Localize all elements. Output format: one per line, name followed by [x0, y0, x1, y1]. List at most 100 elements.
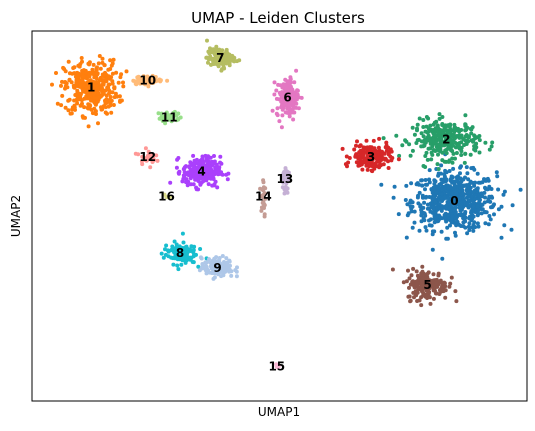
data-point: [458, 207, 463, 212]
data-point: [443, 295, 448, 300]
data-point: [282, 190, 287, 195]
data-point: [289, 97, 294, 102]
data-point: [99, 107, 104, 112]
cluster-1-points: [50, 54, 129, 129]
cluster-12-points: [133, 146, 160, 170]
data-point: [197, 173, 202, 178]
data-point: [72, 65, 77, 70]
data-point: [163, 252, 168, 257]
data-point: [444, 177, 449, 182]
data-point: [176, 156, 181, 160]
data-point: [263, 196, 268, 201]
data-point: [416, 193, 420, 198]
data-point: [476, 224, 481, 229]
data-point: [212, 275, 217, 280]
data-point: [462, 160, 467, 165]
data-point: [435, 126, 440, 130]
data-point: [354, 143, 358, 148]
data-point: [451, 151, 456, 156]
data-point: [174, 165, 179, 170]
data-point: [282, 91, 287, 96]
data-point: [431, 283, 436, 288]
data-point: [163, 247, 167, 252]
data-point: [190, 260, 195, 264]
data-point: [274, 111, 279, 116]
data-point: [219, 55, 224, 60]
data-point: [285, 169, 290, 174]
data-point: [406, 268, 410, 273]
data-point: [96, 61, 101, 66]
data-point: [82, 105, 87, 110]
data-point: [145, 153, 150, 158]
data-point: [436, 167, 441, 171]
data-point: [200, 154, 205, 159]
cluster-label-13: 13: [277, 172, 294, 186]
data-point: [275, 365, 279, 370]
data-point: [459, 128, 464, 132]
data-point: [100, 86, 104, 91]
data-point: [465, 202, 470, 207]
data-point: [206, 166, 211, 171]
data-point: [101, 81, 106, 86]
data-point: [171, 262, 176, 267]
data-point: [502, 223, 507, 228]
data-point: [422, 143, 427, 148]
data-point: [356, 163, 361, 168]
data-point: [89, 107, 94, 112]
data-point: [420, 193, 425, 198]
data-point: [295, 88, 300, 93]
cluster-label-1: 1: [87, 81, 95, 95]
data-point: [286, 177, 291, 182]
data-point: [430, 278, 435, 283]
data-point: [449, 148, 454, 152]
data-point: [425, 277, 430, 282]
data-point: [388, 147, 393, 152]
data-point: [212, 159, 217, 164]
data-point: [509, 227, 514, 232]
data-point: [419, 278, 424, 283]
data-point: [443, 168, 448, 173]
data-point: [419, 139, 424, 144]
data-point: [107, 76, 112, 81]
data-point: [208, 49, 213, 54]
data-point: [237, 58, 242, 63]
data-point: [415, 122, 420, 127]
data-point: [111, 57, 116, 62]
data-point: [488, 217, 493, 222]
data-point: [55, 101, 60, 106]
data-point: [169, 255, 174, 260]
data-point: [425, 271, 430, 276]
data-point: [473, 136, 478, 140]
data-point: [376, 156, 381, 160]
cluster-0-points: [379, 152, 523, 261]
data-point: [112, 86, 117, 91]
data-point: [204, 260, 209, 265]
data-point: [432, 216, 437, 221]
data-point: [464, 165, 469, 170]
data-point: [429, 205, 434, 210]
data-point: [368, 153, 373, 158]
data-point: [420, 264, 425, 269]
data-point: [158, 78, 163, 83]
data-point: [477, 134, 482, 138]
data-point: [404, 183, 409, 188]
data-point: [455, 179, 460, 184]
data-point: [462, 143, 467, 147]
data-point: [436, 173, 441, 178]
data-point: [86, 106, 91, 111]
data-point: [430, 190, 435, 195]
cluster-10-points: [131, 73, 170, 89]
data-point: [381, 156, 385, 161]
data-point: [111, 103, 116, 107]
data-point: [449, 174, 454, 179]
data-point: [455, 134, 459, 138]
data-point: [462, 183, 467, 188]
data-point: [431, 272, 436, 277]
data-point: [496, 187, 501, 192]
data-point: [133, 81, 138, 86]
data-point: [456, 175, 461, 180]
data-point: [368, 148, 373, 153]
data-point: [206, 161, 211, 166]
data-point: [419, 178, 424, 183]
